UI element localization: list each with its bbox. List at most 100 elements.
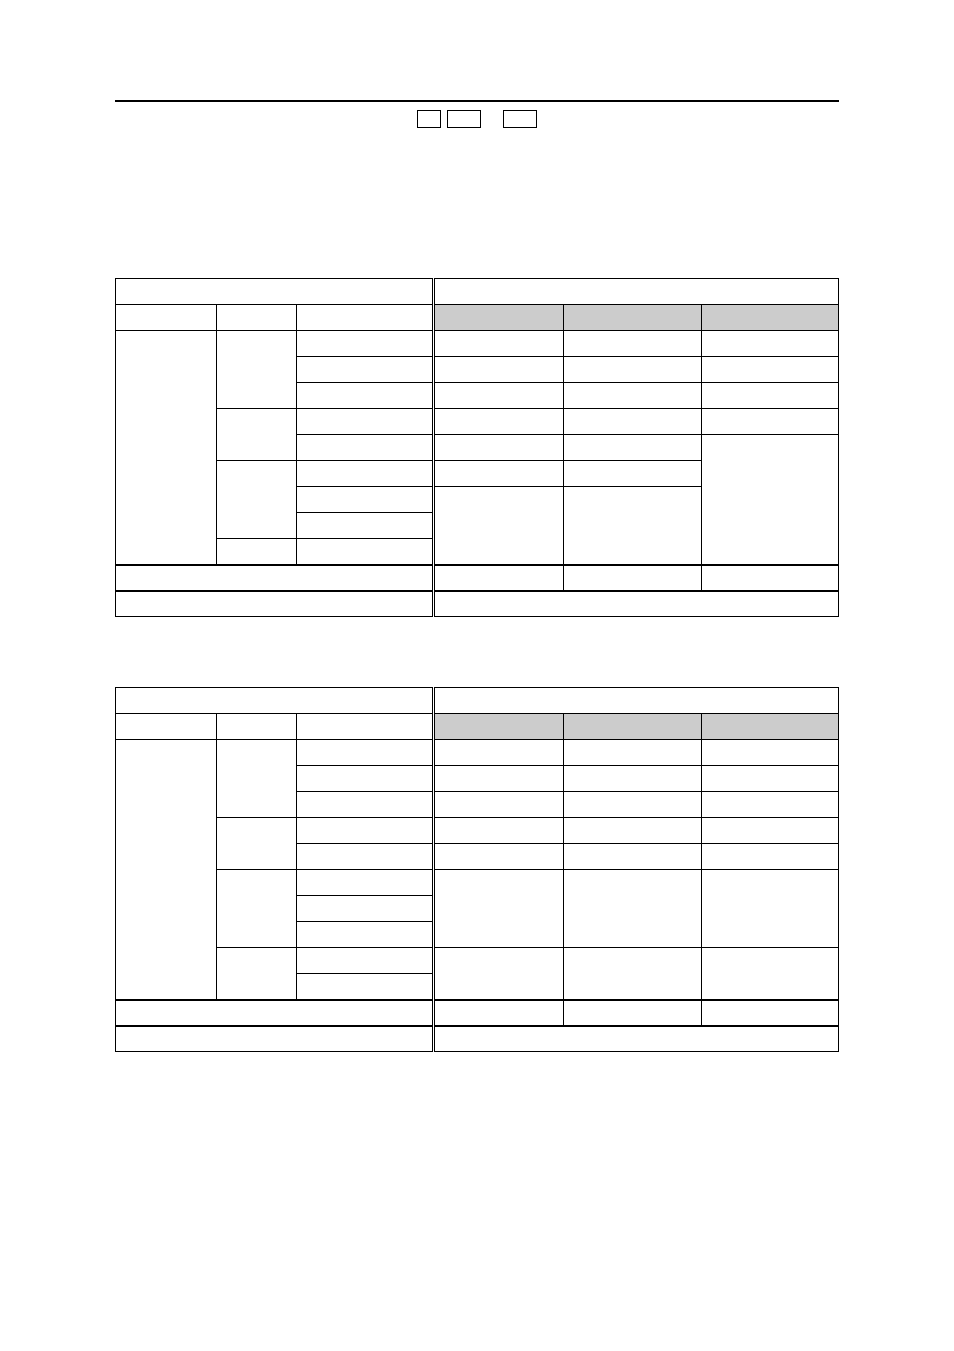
table-cell [116,305,217,331]
table-cell [296,487,433,513]
table-cell [701,870,838,948]
table-cell [434,565,564,591]
table-cell [434,714,564,740]
table-cell [296,357,433,383]
table-cell [296,792,433,818]
table-row [116,870,839,896]
table-cell [296,409,433,435]
table-2 [115,687,839,1052]
table-cell [434,740,564,766]
table-cell [564,409,701,435]
table-cell [116,331,217,565]
table-cell [296,435,433,461]
table-cell [296,331,433,357]
table-cell [116,740,217,1000]
table-cell [434,818,564,844]
table-cell [296,844,433,870]
table-cell [217,870,297,948]
header-box-gap [487,110,497,128]
table-cell [564,1000,701,1026]
header-boxes [115,110,839,128]
table-cell [701,565,838,591]
table-cell [701,792,838,818]
table-cell [296,896,433,922]
table-cell [296,740,433,766]
header-box-3 [503,110,537,128]
table-cell [217,331,297,409]
table-cell [296,461,433,487]
table-1 [115,278,839,617]
table-cell [434,591,839,617]
table-row [116,305,839,331]
table-cell [564,818,701,844]
table-cell [296,305,433,331]
table-cell [564,565,701,591]
table-cell [701,435,838,565]
table-cell [296,818,433,844]
table-cell [434,383,564,409]
table-cell [217,461,297,539]
table-cell [116,1026,434,1052]
table-cell [217,409,297,461]
table-cell [434,1000,564,1026]
header-rule [115,100,839,102]
table-cell [217,948,297,1000]
table-cell [701,357,838,383]
table-cell [116,688,434,714]
table-cell [296,922,433,948]
table-cell [116,591,434,617]
table-cell [217,740,297,818]
table-2-block [115,687,839,1052]
table-row [116,1026,839,1052]
table-row [116,331,839,357]
table-cell [434,792,564,818]
table-cell [564,870,701,948]
table-cell [116,565,434,591]
table-cell [564,383,701,409]
table-cell [434,487,564,565]
header-box-2 [447,110,481,128]
table-cell [296,513,433,539]
table-row [116,740,839,766]
table-cell [296,948,433,974]
table-cell [564,305,701,331]
table-cell [564,435,701,461]
table-1-block [115,278,839,617]
table-cell [434,1026,839,1052]
table-cell [434,435,564,461]
table-cell [217,818,297,870]
table-cell [434,461,564,487]
table-cell [434,844,564,870]
table-cell [434,766,564,792]
table-cell [564,331,701,357]
table-cell [296,383,433,409]
table-row [116,1000,839,1026]
table-cell [701,1000,838,1026]
table-cell [564,487,701,565]
table-row [116,714,839,740]
table-cell [564,766,701,792]
table-row [116,591,839,617]
table-cell [434,688,839,714]
table-cell [296,539,433,565]
table-cell [564,461,701,487]
table-cell [564,357,701,383]
table-row [116,565,839,591]
table-cell [701,409,838,435]
table-cell [217,305,297,331]
table-cell [434,331,564,357]
table-cell [701,818,838,844]
table-cell [296,766,433,792]
table-cell [296,974,433,1000]
table-cell [296,870,433,896]
table-cell [564,792,701,818]
table-cell [701,714,838,740]
table-cell [701,844,838,870]
table-row [116,948,839,974]
table-cell [434,870,564,948]
table-cell [564,844,701,870]
table-cell [701,766,838,792]
table-cell [564,740,701,766]
table-cell [217,714,297,740]
table-cell [564,948,701,1000]
